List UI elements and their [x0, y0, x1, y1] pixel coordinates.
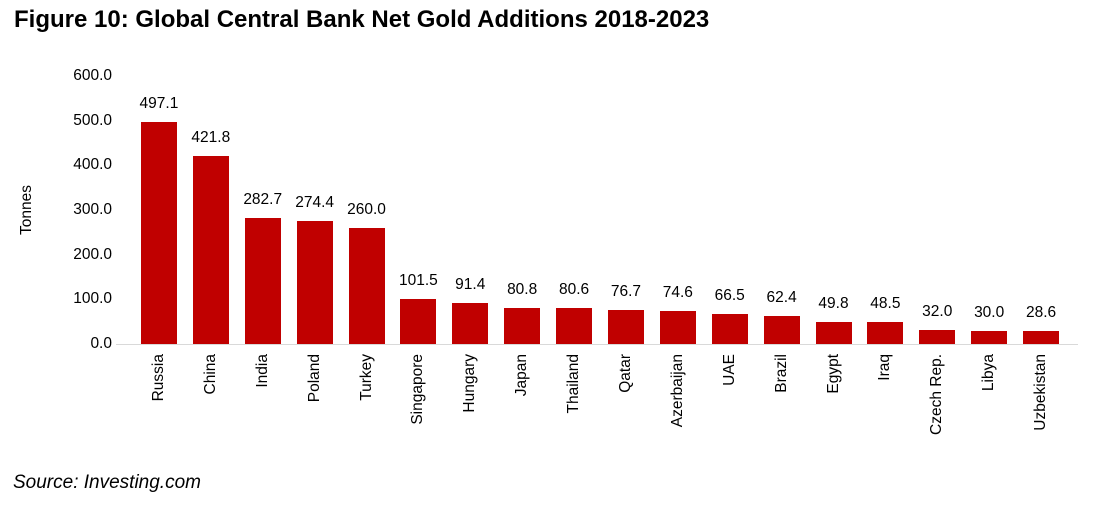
y-tick-label: 400.0 — [73, 156, 112, 174]
bar-turkey — [348, 227, 385, 344]
bar-russia — [140, 121, 177, 344]
value-label: 80.6 — [558, 280, 590, 298]
x-tick-label: China — [201, 354, 219, 395]
x-tick-label: Singapore — [409, 354, 427, 425]
y-tick-label: 100.0 — [73, 290, 112, 308]
chart-title: Figure 10: Global Central Bank Net Gold … — [14, 6, 710, 33]
x-tick-label: Qatar — [616, 354, 634, 393]
x-tick-label: Poland — [305, 354, 323, 403]
value-label: 76.7 — [610, 282, 642, 300]
bar-azerbaijan — [659, 310, 696, 344]
value-label: 48.5 — [870, 295, 901, 313]
value-label: 28.6 — [1025, 304, 1057, 322]
bar-qatar — [607, 309, 644, 344]
value-label: 49.8 — [818, 294, 849, 312]
x-tick-label: Hungary — [461, 354, 479, 413]
value-label: 74.6 — [662, 283, 693, 301]
value-label: 282.7 — [243, 190, 283, 208]
x-tick-label: Thailand — [565, 354, 583, 414]
bar-iraq — [867, 322, 904, 344]
x-tick-label: UAE — [720, 354, 738, 386]
value-label: 91.4 — [455, 276, 486, 294]
y-tick-label: 200.0 — [73, 245, 112, 263]
value-label: 497.1 — [139, 94, 179, 112]
x-tick-label: Japan — [513, 354, 531, 397]
bar-singapore — [400, 298, 437, 344]
bar-uzbekistan — [1023, 331, 1060, 344]
bar-libya — [971, 330, 1008, 344]
source-note: Source: Investing.com — [13, 472, 201, 493]
value-label: 274.4 — [295, 194, 334, 212]
value-label: 66.5 — [714, 287, 745, 305]
y-axis-title: Tonnes — [18, 185, 35, 235]
x-tick-label: Brazil — [772, 354, 790, 393]
bar-india — [244, 217, 281, 344]
x-tick-label: Egypt — [824, 354, 842, 394]
y-tick-label: 0.0 — [90, 335, 112, 352]
value-label: 260.0 — [347, 200, 386, 218]
bar-czech-rep- — [919, 329, 956, 344]
value-label: 62.4 — [766, 289, 797, 307]
value-label: 80.8 — [507, 280, 538, 298]
x-tick-label: Czech Rep. — [928, 354, 946, 435]
y-tick-label: 300.0 — [73, 201, 112, 218]
x-tick-label: Uzbekistan — [1032, 354, 1050, 431]
bar-brazil — [763, 316, 800, 344]
value-label: 421.8 — [191, 128, 231, 146]
y-tick-label: 600.0 — [73, 67, 112, 84]
x-tick-label: India — [253, 354, 271, 388]
x-tick-label: Azerbaijan — [668, 354, 686, 428]
y-tick-label: 500.0 — [73, 111, 112, 129]
x-tick-label: Libya — [980, 354, 998, 392]
bar-uae — [711, 314, 748, 344]
bar-hungary — [452, 303, 489, 344]
bar-china — [192, 155, 229, 344]
value-label: 101.5 — [398, 271, 438, 289]
value-label: 32.0 — [922, 302, 953, 320]
x-axis-line — [116, 344, 1078, 345]
bar-egypt — [815, 321, 852, 344]
bar-japan — [504, 307, 541, 344]
x-tick-label: Turkey — [357, 354, 375, 401]
value-label: 30.0 — [974, 303, 1005, 321]
bar-thailand — [556, 307, 593, 344]
bar-poland — [296, 221, 333, 344]
x-tick-label: Iraq — [876, 354, 894, 381]
